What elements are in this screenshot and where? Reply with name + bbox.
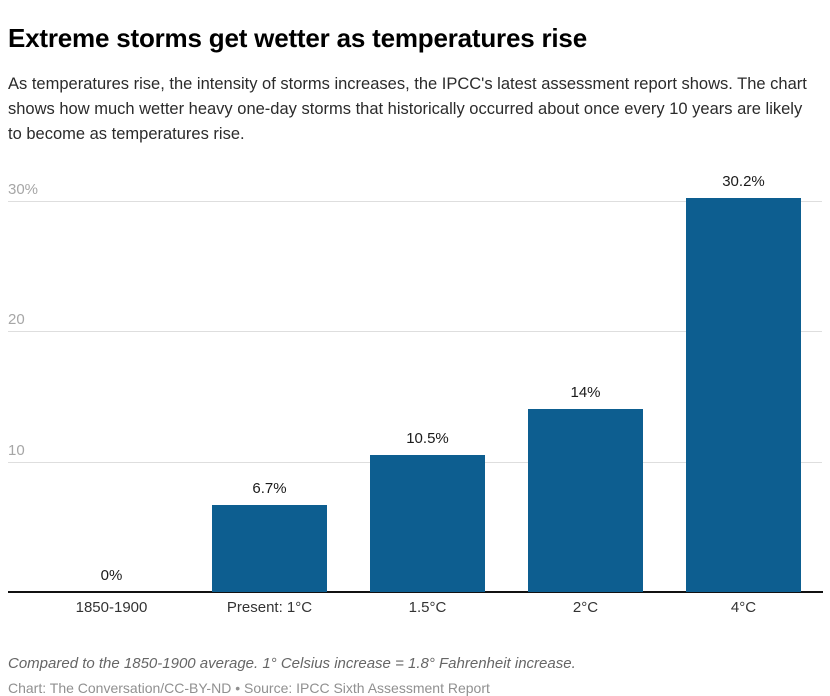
x-axis-category-label: Present: 1°C [226, 599, 313, 616]
bar [212, 504, 327, 592]
chart-credit: Chart: The Conversation/CC-BY-ND • Sourc… [8, 680, 490, 696]
bar [528, 409, 643, 592]
y-gridline [8, 331, 822, 332]
y-axis-tick-label: 30% [8, 180, 39, 198]
x-axis-baseline [8, 591, 823, 593]
bar-value-label: 0% [100, 567, 123, 584]
chart-title: Extreme storms get wetter as temperature… [8, 23, 587, 54]
x-axis-category-label: 2°C [572, 599, 599, 616]
bar [370, 454, 485, 592]
bar [686, 197, 801, 592]
chart-footnote: Compared to the 1850-1900 average. 1° Ce… [8, 655, 576, 672]
chart-subtitle: As temperatures rise, the intensity of s… [8, 74, 807, 143]
bar-value-label: 10.5% [406, 429, 449, 447]
x-axis-category-label: 4°C [730, 599, 757, 616]
bar-value-label: 14% [570, 384, 601, 402]
y-axis-tick-label: 20 [8, 311, 25, 328]
y-axis-tick-label: 10 [8, 441, 25, 459]
bar-value-label: 6.7% [252, 479, 287, 497]
y-gridline [8, 200, 822, 202]
x-axis-category-label: 1.5°C [408, 599, 447, 616]
x-axis-category-label: 1850-1900 [75, 599, 148, 616]
bar-value-label: 30.2% [722, 172, 765, 190]
